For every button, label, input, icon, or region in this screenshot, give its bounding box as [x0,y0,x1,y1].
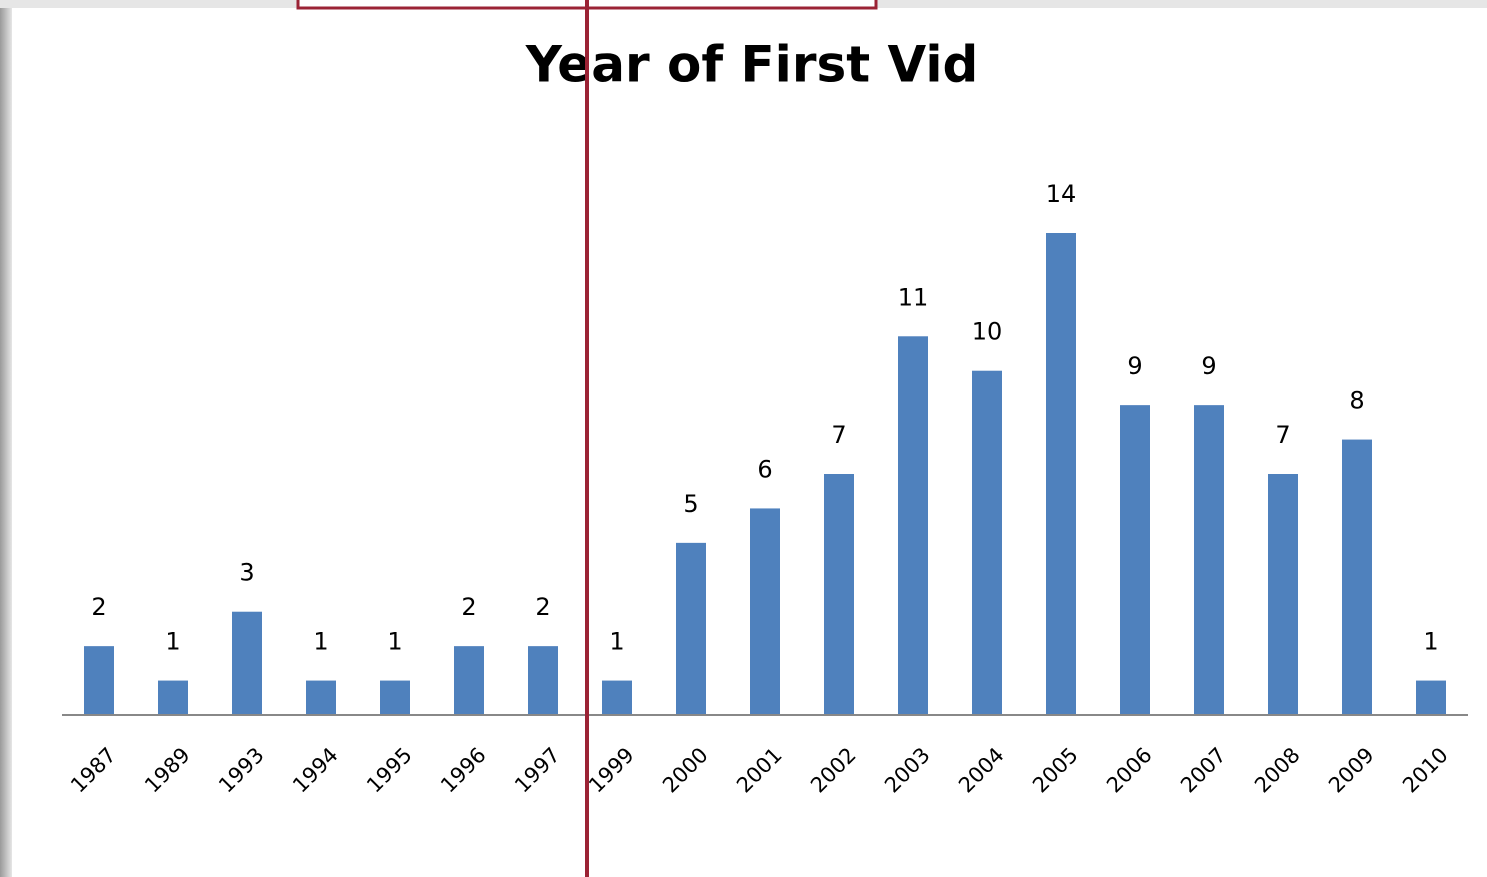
value-label: 9 [1201,352,1216,380]
value-label: 3 [239,559,254,587]
bar [1268,474,1298,715]
value-label: 2 [91,593,106,621]
value-label: 6 [757,455,772,483]
value-label: 2 [461,593,476,621]
value-label: 8 [1349,387,1364,415]
bar [380,680,410,715]
bar [1342,439,1372,715]
value-label: 1 [1423,628,1438,656]
value-label: 1 [165,628,180,656]
value-label: 1 [609,628,624,656]
value-label: 2 [535,593,550,621]
bar [1046,233,1076,715]
value-label: 7 [1275,421,1290,449]
value-label: 7 [831,421,846,449]
value-label: 1 [387,628,402,656]
bar [824,474,854,715]
bar [602,680,632,715]
bar [528,646,558,715]
bar [1416,680,1446,715]
value-label: 9 [1127,352,1142,380]
bar [898,336,928,715]
bar [306,680,336,715]
bar [750,508,780,715]
bar [454,646,484,715]
left-edge [0,0,12,877]
value-label: 10 [972,318,1003,346]
bar [972,370,1002,715]
value-label: 11 [898,283,929,311]
bar [158,680,188,715]
bar [1120,405,1150,715]
bar [676,542,706,715]
value-label: 1 [313,628,328,656]
value-label: 14 [1046,180,1077,208]
bar [232,611,262,715]
value-label: 5 [683,490,698,518]
bar [84,646,114,715]
bar [1194,405,1224,715]
chart-title: Year of First Vid [525,36,979,94]
